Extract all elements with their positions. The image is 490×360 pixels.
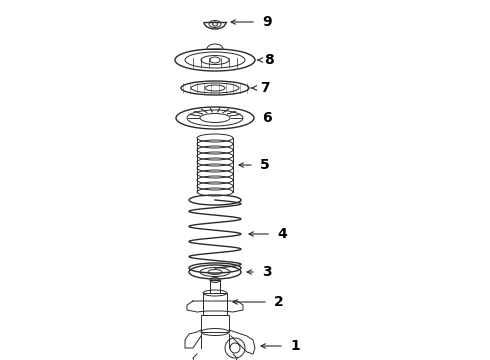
Text: 7: 7 <box>260 81 270 95</box>
FancyBboxPatch shape <box>203 293 227 315</box>
Text: 8: 8 <box>264 53 274 67</box>
Text: 6: 6 <box>262 111 271 125</box>
Text: 3: 3 <box>262 265 271 279</box>
FancyBboxPatch shape <box>210 280 220 293</box>
Text: 1: 1 <box>290 339 300 353</box>
Text: 2: 2 <box>274 295 284 309</box>
Text: 5: 5 <box>260 158 270 172</box>
Text: 9: 9 <box>262 15 271 29</box>
FancyBboxPatch shape <box>201 315 229 332</box>
Text: 4: 4 <box>277 227 287 241</box>
